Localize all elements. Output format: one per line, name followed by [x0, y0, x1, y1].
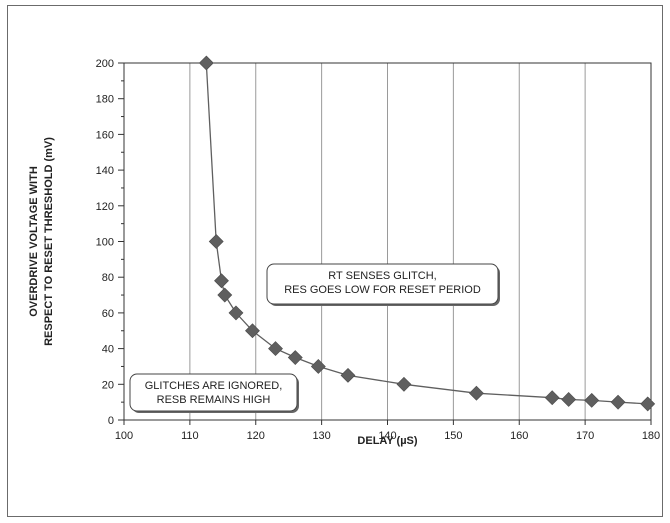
data-point	[208, 234, 224, 249]
y-tick-label: 40	[102, 344, 114, 356]
y-tick-label: 180	[96, 94, 114, 106]
data-point	[561, 392, 577, 407]
y-tick-label: 80	[102, 272, 114, 284]
data-point	[245, 323, 260, 339]
y-tick-label: 140	[96, 165, 114, 177]
data-point	[198, 55, 214, 71]
data-point	[469, 385, 484, 401]
x-tick-label: 100	[115, 430, 133, 442]
y-tick-label: 160	[96, 129, 114, 141]
annotation-layer: RT SENSES GLITCH, RES GOES LOW FOR RESET …	[129, 263, 500, 413]
y-tick-label: 60	[102, 308, 114, 320]
x-tick-label: 160	[510, 430, 528, 442]
annotation-box	[129, 373, 298, 412]
x-tick-label: 130	[312, 430, 330, 442]
data-point	[268, 341, 283, 357]
y-tick-label: 0	[108, 415, 114, 427]
y-tick-label: 120	[96, 201, 114, 213]
data-point	[217, 287, 233, 303]
series-layer	[198, 55, 656, 412]
x-tick-label: 140	[378, 430, 396, 442]
grid-layer	[189, 63, 586, 420]
y-axis-title: OVERDRIVE VOLTAGE WITH RESPECT TO RESET …	[28, 137, 55, 346]
x-tick-label: 150	[444, 430, 462, 442]
x-tick-label: 110	[181, 430, 199, 442]
data-point	[340, 367, 356, 383]
y-axis-title-line-2: RESPECT TO RESET THRESHOLD (mV)	[43, 137, 55, 346]
data-point	[396, 376, 412, 392]
data-point	[214, 273, 229, 289]
y-axis-title-line-1: OVERDRIVE VOLTAGE WITH	[28, 166, 40, 317]
data-point	[287, 350, 303, 365]
y-tick-label: 20	[102, 379, 114, 391]
y-tick-labels: 0 20 40 60 80 100 120 140 160 180 200	[96, 58, 124, 427]
annotation-text: GLITCHES ARE IGNORED,	[145, 380, 283, 392]
annotation-text: RESB REMAINS HIGH	[157, 394, 271, 406]
data-point	[610, 394, 626, 410]
x-tick-label: 170	[576, 430, 594, 442]
y-tick-label: 200	[96, 58, 114, 70]
annotation-text: RT SENSES GLITCH,	[328, 270, 436, 282]
data-point	[310, 359, 326, 374]
x-tick-label: 120	[247, 430, 265, 442]
annotation-text: RES GOES LOW FOR RESET PERIOD	[284, 284, 481, 296]
x-tick-label: 180	[642, 430, 660, 442]
annotation-box	[266, 263, 499, 305]
data-point	[228, 305, 244, 321]
figure-frame	[7, 5, 663, 517]
x-axis-title: DELAY (µS)	[357, 435, 417, 447]
data-point	[640, 396, 656, 412]
data-point	[544, 390, 560, 406]
x-tick-labels: 100 110 120 130 140 150 160 170 180	[115, 420, 660, 442]
data-point	[584, 392, 600, 408]
annotation-callout: RT SENSES GLITCH, RES GOES LOW FOR RESET …	[266, 263, 500, 306]
annotation-callout: GLITCHES ARE IGNORED, RESB REMAINS HIGH	[129, 373, 299, 413]
y-tick-label: 100	[96, 237, 114, 249]
